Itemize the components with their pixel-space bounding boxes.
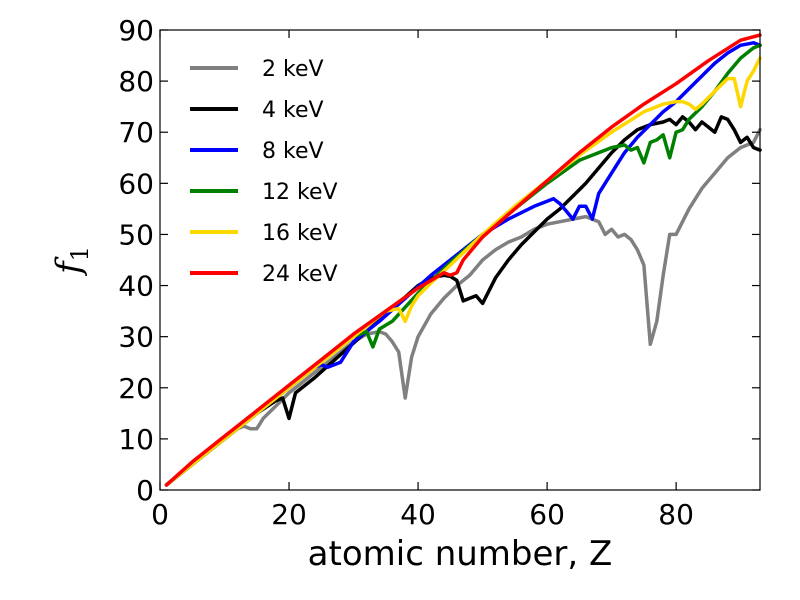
y-tick-label: 0 <box>136 474 154 507</box>
y-tick-label: 10 <box>118 423 154 456</box>
x-tick-label: 20 <box>271 498 307 531</box>
legend-label-1: 4 keV <box>262 98 324 123</box>
series-line-1 <box>164 115 762 487</box>
x-tick-label: 80 <box>658 498 694 531</box>
y-tick-label: 70 <box>118 116 154 149</box>
y-tick-label: 90 <box>118 14 154 47</box>
x-tick-label: 40 <box>400 498 436 531</box>
series-layer <box>164 33 762 487</box>
series-line-0 <box>164 127 762 487</box>
legend-label-3: 12 keV <box>262 180 338 205</box>
x-axis-label: atomic number, Z <box>308 534 613 574</box>
legend-label-5: 24 keV <box>262 262 338 287</box>
legend: 2 keV 4 keV 8 keV 12 keV 16 keV 24 keV <box>190 57 338 287</box>
y-tick-label: 60 <box>118 167 154 200</box>
legend-label-4: 16 keV <box>262 221 338 246</box>
legend-label-2: 8 keV <box>262 139 324 164</box>
series-line-3 <box>164 43 762 487</box>
x-tick-label: 60 <box>529 498 565 531</box>
plot-frame <box>159 29 761 491</box>
x-tick-label: 0 <box>151 498 169 531</box>
y-tick-label: 40 <box>118 270 154 303</box>
y-tick-label: 20 <box>118 372 154 405</box>
y-tick-label: 80 <box>118 65 154 98</box>
ticks-layer: 0 20 40 60 80 0 10 20 30 40 50 60 70 80 90 <box>118 14 760 531</box>
y-tick-label: 30 <box>118 321 154 354</box>
legend-label-0: 2 keV <box>262 57 324 82</box>
series-line-5 <box>164 33 762 487</box>
series-line-2 <box>164 41 762 487</box>
y-axis-label: f1 <box>49 246 94 277</box>
y-tick-label: 50 <box>118 218 154 251</box>
y-axis-label-subscript: 1 <box>66 246 94 261</box>
